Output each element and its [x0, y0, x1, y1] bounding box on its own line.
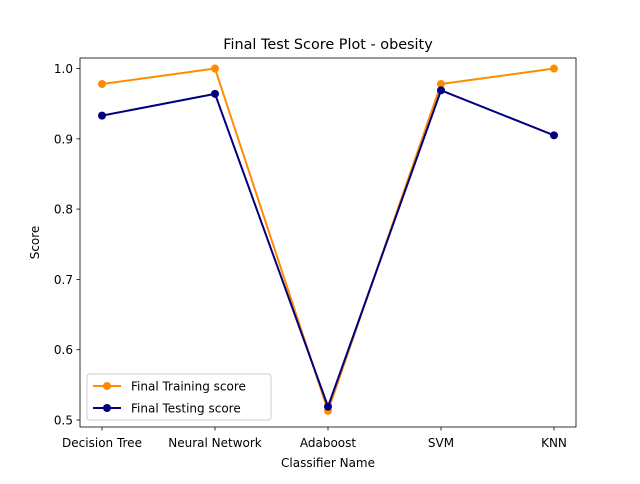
x-axis-label: Classifier Name: [281, 456, 375, 470]
x-tick-label: Neural Network: [168, 436, 262, 450]
y-tick-label: 0.5: [54, 413, 73, 427]
legend-label: Final Testing score: [131, 402, 241, 416]
legend-label: Final Training score: [131, 380, 246, 394]
legend: Final Training score Final Testing score: [86, 373, 272, 421]
data-point: [550, 64, 558, 73]
x-tick-label: Decision Tree: [62, 436, 142, 450]
x-axis: Decision Tree Neural Network Adaboost SVM KN…: [62, 427, 567, 450]
data-point: [550, 131, 558, 140]
data-point: [437, 80, 445, 89]
y-tick-label: 0.6: [54, 343, 73, 357]
data-point: [211, 64, 219, 73]
data-point: [211, 89, 219, 98]
y-tick-label: 0.7: [54, 273, 73, 287]
legend-frame: [86, 373, 272, 421]
y-tick-label: 0.8: [54, 203, 73, 217]
legend-swatch-marker: [103, 382, 111, 390]
chart-title: Final Test Score Plot - obesity: [223, 37, 433, 53]
data-point: [98, 111, 106, 120]
x-tick-label: SVM: [428, 436, 454, 450]
data-point: [98, 80, 106, 89]
data-point: [324, 402, 332, 411]
data-point: [437, 86, 445, 95]
y-axis: 0.5 0.6 0.7 0.8 0.9 1.0: [54, 62, 80, 427]
y-tick-label: 1.0: [54, 62, 73, 76]
y-tick-label: 0.9: [54, 132, 73, 146]
legend-swatch-marker: [103, 404, 111, 412]
x-tick-label: KNN: [541, 436, 567, 450]
y-axis-label: Score: [28, 226, 42, 260]
series-layer: [98, 64, 558, 415]
x-tick-label: Adaboost: [300, 436, 357, 450]
